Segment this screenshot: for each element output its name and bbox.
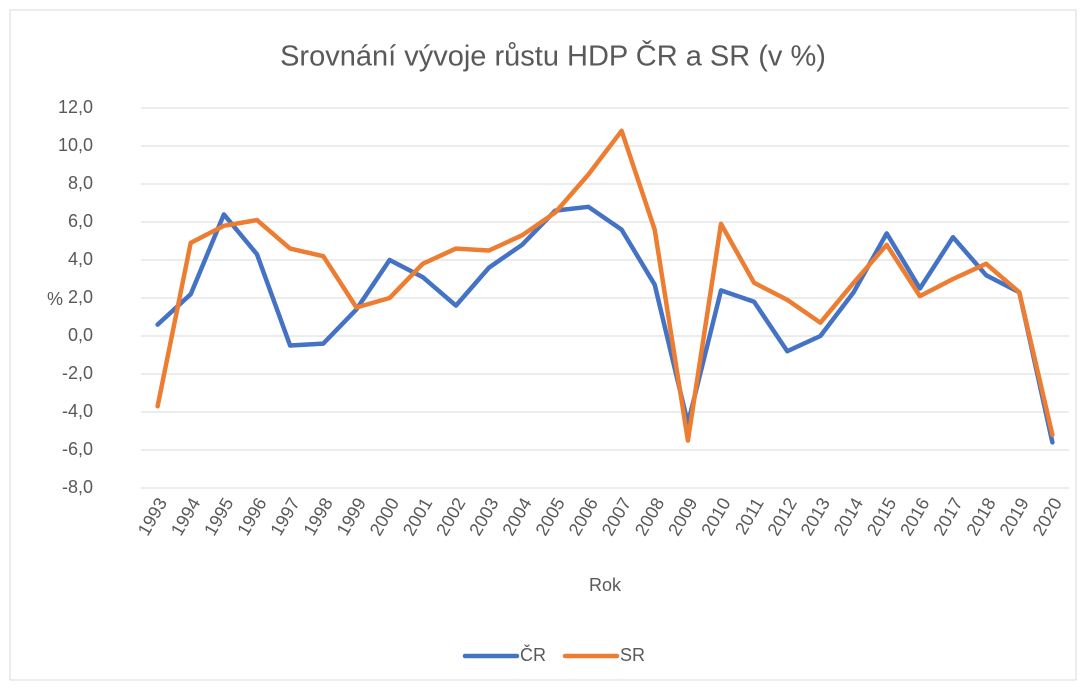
- y-tick-label: 6,0: [68, 211, 93, 231]
- y-tick-label: -6,0: [62, 439, 93, 459]
- x-axis-label: Rok: [589, 575, 622, 595]
- y-tick-label: -8,0: [62, 477, 93, 497]
- legend-label: SR: [620, 645, 645, 665]
- y-tick-label: 10,0: [58, 135, 93, 155]
- y-axis-label: %: [47, 289, 63, 309]
- y-tick-label: 0,0: [68, 325, 93, 345]
- series-line: [155, 128, 1055, 443]
- chart-border: [9, 9, 1077, 681]
- y-tick-label: -4,0: [62, 401, 93, 421]
- y-tick-label: 8,0: [68, 173, 93, 193]
- series-line: [155, 204, 1055, 445]
- chart-title: Srovnání vývoje růstu HDP ČR a SR (v %): [280, 39, 826, 73]
- legend-label: ČR: [520, 644, 546, 665]
- y-tick-label: 12,0: [58, 97, 93, 117]
- y-tick-label: 4,0: [68, 249, 93, 269]
- y-tick-label: -2,0: [62, 363, 93, 383]
- y-tick-label: 2,0: [68, 287, 93, 307]
